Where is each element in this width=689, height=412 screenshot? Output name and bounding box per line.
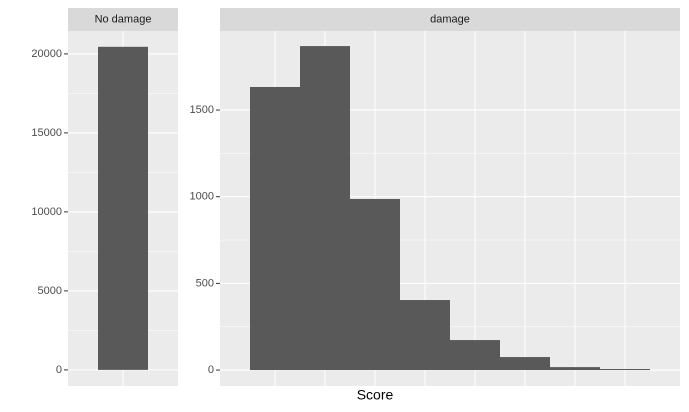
bar	[550, 367, 600, 371]
y-tick-label: 0	[208, 364, 214, 376]
bar	[450, 340, 500, 371]
y-tick-label: 500	[196, 277, 214, 289]
y-tick-label: 1000	[190, 191, 214, 203]
y-tick-label: 10000	[31, 206, 62, 218]
strip	[68, 8, 178, 31]
y-tick-label: 5000	[38, 285, 62, 297]
bar	[400, 300, 450, 371]
strip-label: damage	[430, 13, 470, 25]
bar	[98, 46, 148, 370]
y-tick-label: 0	[56, 364, 62, 376]
strip-label: No damage	[95, 13, 152, 25]
x-axis-title: Score	[357, 387, 394, 403]
bar	[350, 198, 400, 371]
bar	[300, 46, 350, 371]
bar	[250, 86, 300, 371]
y-tick-label: 20000	[31, 48, 62, 60]
y-tick-label: 15000	[31, 127, 62, 139]
bar	[600, 369, 650, 371]
strip	[220, 8, 680, 31]
bar	[500, 357, 550, 371]
y-tick-label: 1500	[190, 104, 214, 116]
